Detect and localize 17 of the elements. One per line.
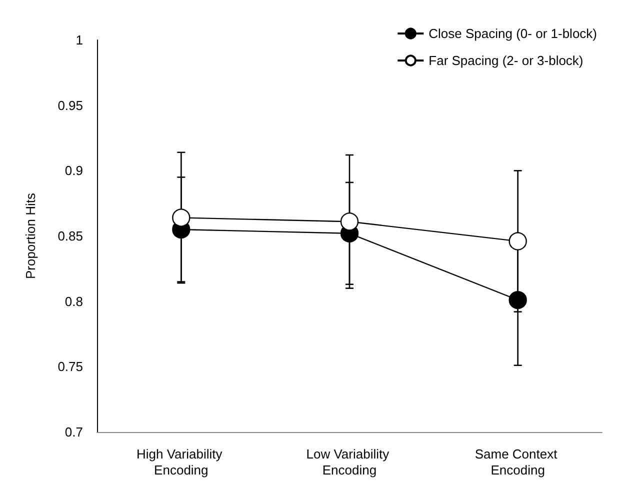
y-tick-label: 0.85 xyxy=(58,228,83,244)
y-tick-label: 0.7 xyxy=(64,424,83,440)
point xyxy=(508,290,527,310)
point xyxy=(172,208,190,227)
y-tick-label: 0.9 xyxy=(64,163,83,178)
point xyxy=(340,212,359,231)
y-axis-title: Proportion Hits xyxy=(23,192,38,279)
x-tick-label: Same Context Encoding xyxy=(474,446,561,478)
legend-label: Far Spacing (2- or 3-block) xyxy=(428,53,584,68)
y-tick-label: 1 xyxy=(76,32,83,48)
y-tick-label: 0.75 xyxy=(58,359,83,374)
point xyxy=(508,232,527,250)
y-tick-label: 0.8 xyxy=(64,294,83,309)
y-tick-label: 0.95 xyxy=(58,98,83,113)
x-tick-label: Low Variability Encoding xyxy=(306,446,393,478)
legend-label: Close Spacing (0- or 1-block) xyxy=(428,26,598,41)
x-tick-label: High Variability Encoding xyxy=(136,446,226,478)
